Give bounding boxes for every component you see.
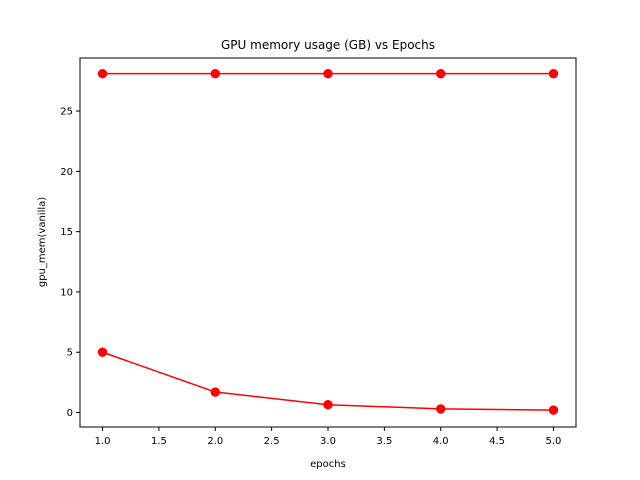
y-tick-label: 10 <box>60 287 73 298</box>
x-tick-label: 4.0 <box>433 436 449 447</box>
x-tick-label: 5.0 <box>546 436 562 447</box>
x-axis-label: epochs <box>310 459 346 470</box>
series-1-point <box>210 68 220 79</box>
series-1-point <box>436 68 446 79</box>
x-tick-label: 3.5 <box>376 436 392 447</box>
series-2-point <box>97 347 108 357</box>
x-tick-label: 2.5 <box>264 436 280 447</box>
x-tick-label: 2.0 <box>207 436 223 447</box>
x-tick-label: 1.0 <box>95 436 111 447</box>
y-axis-label: gpu_mem(vanilla) <box>37 197 48 287</box>
series-2-point <box>323 399 333 410</box>
x-tick-label: 4.5 <box>489 436 505 447</box>
series-2-point <box>436 404 446 414</box>
x-tick-label: 3.0 <box>320 436 336 447</box>
series-1-point <box>97 68 108 79</box>
y-tick-label: 5 <box>67 348 73 359</box>
series-2-point <box>548 405 559 415</box>
y-tick-label: 25 <box>60 107 73 118</box>
y-axis: 0 5 10 15 20 25 <box>60 107 80 419</box>
series-1-point <box>548 68 559 79</box>
chart-title: GPU memory usage (GB) vs Epochs <box>221 38 435 52</box>
y-tick-label: 15 <box>60 227 73 238</box>
y-tick-label: 20 <box>60 167 73 178</box>
plot-area <box>97 68 559 415</box>
x-axis: 1.0 1.5 2.0 2.5 3.0 3.5 4.0 4.5 5.0 <box>95 427 562 447</box>
series-2-point <box>210 387 220 397</box>
x-tick-label: 1.5 <box>151 436 167 447</box>
series-1-point <box>323 68 333 79</box>
y-tick-label: 0 <box>67 408 73 419</box>
